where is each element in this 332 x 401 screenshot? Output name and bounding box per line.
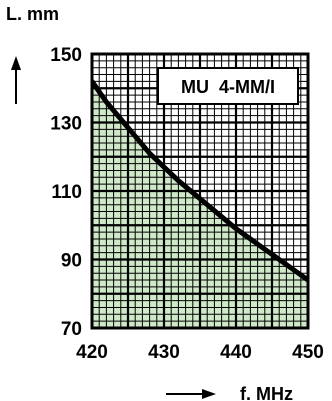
x-tick-labels: 420 430 440 450 bbox=[76, 342, 324, 363]
x-tick-label: 450 bbox=[292, 342, 324, 363]
x-tick-label: 430 bbox=[148, 342, 180, 363]
y-axis-arrow bbox=[11, 56, 21, 104]
plot-border bbox=[90, 52, 310, 330]
y-tick-labels: 150 130 110 90 70 bbox=[50, 45, 82, 340]
model-label: MU 4-MM/I bbox=[181, 77, 275, 97]
y-axis-title: L. mm bbox=[6, 4, 59, 24]
model-label-box: MU 4-MM/I bbox=[157, 67, 299, 105]
y-tick-label: 110 bbox=[51, 182, 82, 203]
x-tick-label: 420 bbox=[76, 342, 108, 363]
x-axis-title: f. MHz bbox=[240, 384, 293, 401]
y-tick-label: 70 bbox=[61, 319, 82, 340]
series-line bbox=[92, 78, 308, 283]
y-tick-label: 90 bbox=[61, 251, 82, 272]
x-axis-arrow bbox=[166, 389, 216, 399]
x-tick-label: 440 bbox=[220, 342, 252, 363]
y-tick-label: 130 bbox=[50, 114, 82, 135]
y-tick-label: 150 bbox=[50, 45, 82, 66]
